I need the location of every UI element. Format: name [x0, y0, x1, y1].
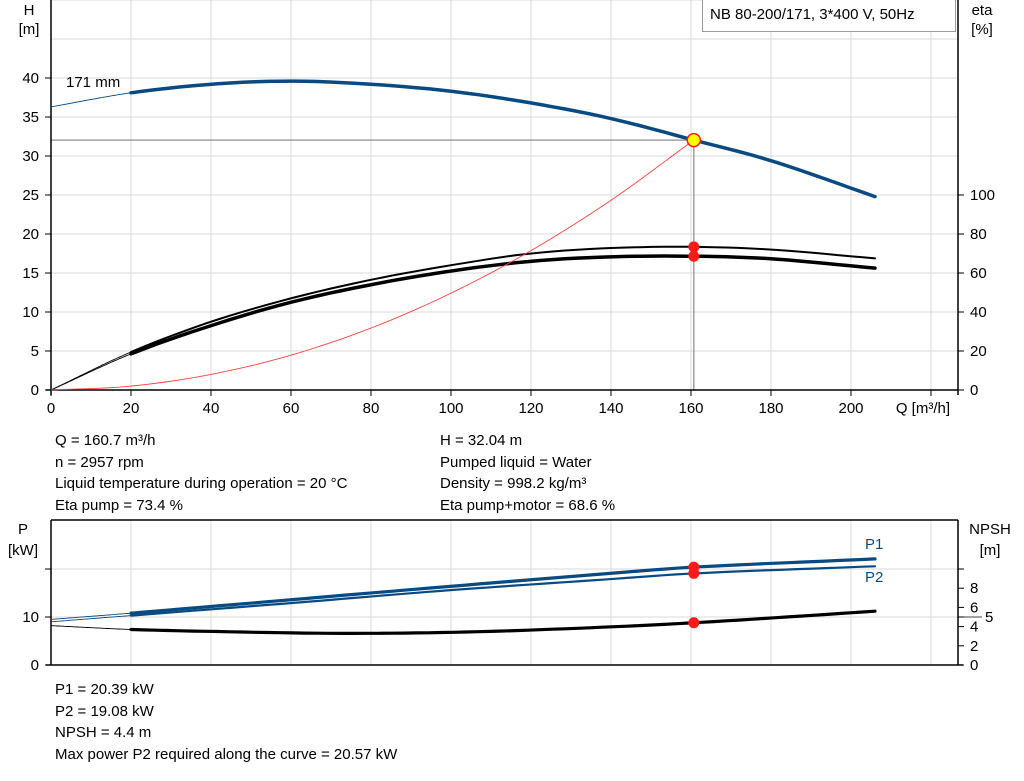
x-tick-label: 20: [123, 400, 140, 417]
p-tick-label: 10: [22, 609, 39, 626]
info-bottom: P1 = 20.39 kW P2 = 19.08 kW NPSH = 4.4 m…: [55, 679, 397, 765]
duty-point-head: [686, 132, 702, 148]
info-top-right: H = 32.04 m Pumped liquid = Water Densit…: [440, 430, 615, 516]
x-tick-label: 40: [203, 400, 220, 417]
y2-tick-label: 80: [970, 226, 987, 243]
x-tick-label: 60: [283, 400, 300, 417]
info-max-p2: Max power P2 required along the curve = …: [55, 745, 398, 763]
duty-point-p2: [688, 567, 700, 579]
y-tick-label: 25: [22, 187, 39, 204]
curve-P1: [129, 557, 877, 615]
y-tick-label: 20: [22, 226, 39, 243]
curve-H-extension: [50, 92, 132, 108]
info-q: Q = 160.7 m³/h: [55, 432, 156, 449]
curve-eta_pump_motor: [129, 254, 877, 356]
p-axis-label: P: [18, 521, 28, 538]
info-eta-pump: Eta pump = 73.4 %: [55, 496, 183, 514]
y-axis-unit: [m]: [19, 21, 40, 38]
p-axis-unit: [kW]: [8, 542, 38, 559]
npsh-axis-unit: [m]: [980, 542, 1001, 559]
curve-eta_pump_motor-extension: [50, 353, 132, 391]
y2-axis-unit: [%]: [971, 21, 993, 38]
npsh-tick-label: 5: [985, 609, 993, 626]
y-tick-label: 40: [22, 70, 39, 87]
npsh-tick-label: 8: [970, 580, 978, 597]
y-tick-label: 35: [22, 109, 39, 126]
npsh-tick-label: 2: [970, 638, 978, 655]
y2-tick-label: 40: [970, 304, 987, 321]
pump-title: NB 80-200/171, 3*400 V, 50Hz: [702, 0, 956, 32]
info-n: n = 2957 rpm: [55, 453, 144, 471]
x-tick-label: 100: [438, 400, 463, 417]
impeller-diameter-label: 171 mm: [66, 74, 120, 91]
y-tick-label: 15: [22, 265, 39, 282]
y-tick-label: 10: [22, 304, 39, 321]
duty-point-eta-pump-motor: [688, 250, 700, 262]
x-tick-label: 180: [758, 400, 783, 417]
duty-point-eta-pump: [688, 241, 700, 253]
npsh-axis-label: NPSH: [969, 521, 1011, 538]
info-p2: P2 = 19.08 kW: [55, 702, 154, 720]
x-tick-label: 200: [838, 400, 863, 417]
info-top-left: Q = 160.7 m³/h n = 2957 rpm Liquid tempe…: [55, 430, 347, 516]
curve-P2: [129, 565, 877, 617]
y2-tick-label: 60: [970, 265, 987, 282]
y2-tick-label: 20: [970, 343, 987, 360]
curve-P2-extension: [50, 615, 132, 623]
info-p1: P1 = 20.39 kW: [55, 681, 154, 698]
y-tick-label: 30: [22, 148, 39, 165]
legend-p1: P1: [865, 536, 883, 553]
curve-NPSH-extension: [50, 625, 132, 630]
duty-point-npsh: [688, 617, 700, 629]
y2-tick-label: 0: [970, 382, 978, 399]
x-tick-label: 80: [363, 400, 380, 417]
y-tick-label: 5: [31, 343, 39, 360]
y2-tick-label: 100: [970, 187, 995, 204]
x-tick-label: 120: [518, 400, 543, 417]
curve-P1-extension: [50, 612, 132, 620]
x-axis-label: Q [m³/h]: [896, 400, 950, 417]
npsh-tick-label: 6: [970, 599, 978, 616]
info-liquid: Pumped liquid = Water: [440, 453, 592, 471]
system-curve: [50, 139, 695, 391]
x-tick-label: 0: [47, 400, 55, 417]
info-density: Density = 998.2 kg/m³: [440, 475, 587, 492]
info-eta-pump-motor: Eta pump+motor = 68.6 %: [440, 496, 616, 514]
curve-eta_pump: [130, 245, 876, 353]
info-npsh: NPSH = 4.4 m: [55, 724, 152, 741]
y-tick-label: 0: [31, 382, 39, 399]
y2-axis-label: eta: [972, 2, 994, 19]
p-tick-label: 0: [31, 657, 39, 674]
curve-NPSH: [129, 609, 877, 635]
x-tick-label: 140: [598, 400, 623, 417]
curve-H: [129, 79, 877, 199]
x-tick-label: 160: [678, 400, 703, 417]
legend-p2: P2: [865, 569, 883, 586]
npsh-tick-label: 4: [970, 619, 978, 636]
y-axis-label: H: [24, 2, 35, 19]
info-h: H = 32.04 m: [440, 432, 523, 449]
npsh-tick-label: 0: [970, 657, 978, 674]
info-temp: Liquid temperature during operation = 20…: [55, 475, 348, 492]
